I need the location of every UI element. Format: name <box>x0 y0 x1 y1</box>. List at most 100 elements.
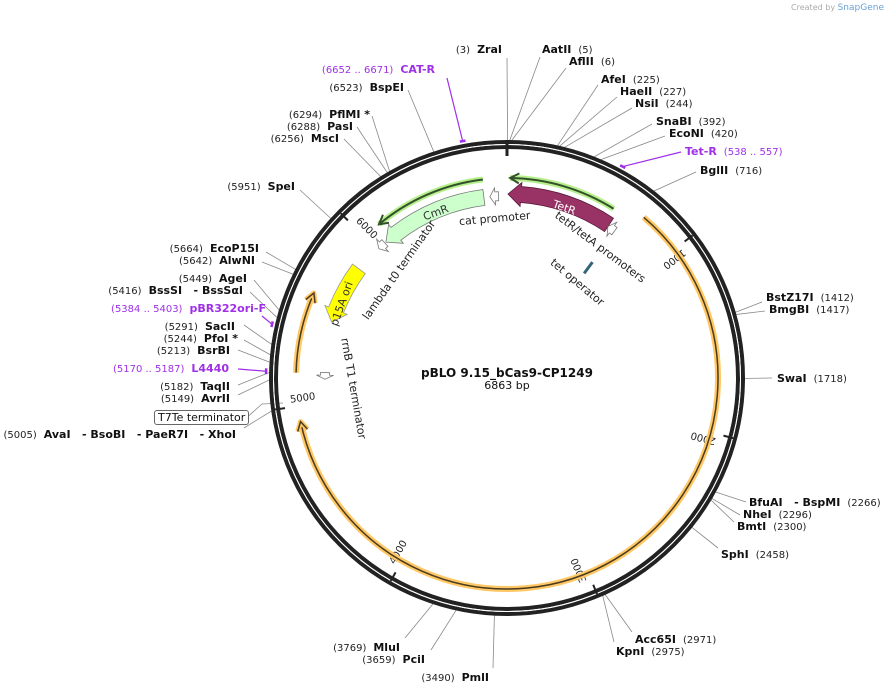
site-nhei[interactable]: NheI (2296) <box>743 509 812 522</box>
primer-pbr322ori-f-leader-line <box>261 315 273 325</box>
site-bfuai[interactable]: BfuAI - BspMI (2266) <box>749 497 881 510</box>
site-ecop15i[interactable]: (5664) EcoP15I <box>170 243 259 256</box>
site-spei-leader-line <box>299 189 335 222</box>
site-acc65i-name: Acc65I <box>635 633 676 646</box>
site-avai[interactable]: (5005) AvaI - BsoBI - PaeR7I - XhoI <box>3 429 236 442</box>
site-ecop15i-position: (5664) <box>169 244 203 255</box>
site-pflmi-name: PflMI * <box>329 108 370 121</box>
site-avrii[interactable]: (5149) AvrII <box>161 393 230 406</box>
site-bfuai-position: (2266) <box>847 498 881 509</box>
site-nsii[interactable]: NsiI (244) <box>635 98 693 111</box>
site-haeii-leader-line <box>554 96 618 151</box>
site-econi-name: EcoNI <box>669 127 704 140</box>
site-spei[interactable]: (5951) SpeI <box>227 181 295 194</box>
site-afei-position: (225) <box>632 75 660 86</box>
site-bspei[interactable]: (6523) BspEI <box>329 82 404 95</box>
site-msci-leader-line <box>343 138 385 181</box>
site-afei[interactable]: AfeI (225) <box>601 74 660 87</box>
site-pcii[interactable]: (3659) PciI <box>362 654 425 667</box>
site-ecop15i-leader-line <box>265 251 300 273</box>
site-mlui-leader-line <box>404 599 437 639</box>
site-kpni[interactable]: KpnI (2975) <box>616 646 685 659</box>
site-agei-leader-line <box>253 279 284 315</box>
site-sacii[interactable]: (5291) SacII <box>165 321 235 334</box>
site-aflii[interactable]: AflII (6) <box>569 56 615 69</box>
site-bmgbi-position: (1417) <box>816 305 850 316</box>
primer-l4440-name: L4440 <box>191 362 229 375</box>
site-bspei-position: (6523) <box>329 83 363 94</box>
site-acc65i[interactable]: Acc65I (2971) <box>635 634 716 647</box>
site-bsrbi[interactable]: (5213) BsrBI <box>157 345 230 358</box>
credit-prefix: Created by <box>791 3 836 12</box>
site-snabi-leader-line <box>588 123 653 161</box>
site-taqii[interactable]: (5182) TaqII <box>160 381 230 394</box>
site-sphi-leader-line <box>687 524 719 549</box>
primer-tet-r[interactable]: Tet-R (538 .. 557) <box>685 146 783 159</box>
site-msci[interactable]: (6256) MscI <box>271 133 339 146</box>
site-sphi[interactable]: SphI (2458) <box>721 549 789 562</box>
site-pasi[interactable]: (6288) PasI <box>287 121 353 134</box>
orange-arc <box>295 292 315 373</box>
site-bglii-leader-line <box>648 171 697 194</box>
site-bstz17i-leader-line <box>730 301 763 315</box>
site-zrai[interactable]: (3) ZraI <box>456 44 502 57</box>
green-arrowhead-icon <box>508 172 520 185</box>
t7te-terminator-label[interactable]: T7Te terminator <box>154 410 250 425</box>
site-bstz17i[interactable]: BstZ17I (1412) <box>766 292 854 305</box>
site-taqii-position: (5182) <box>160 382 194 393</box>
site-bfuai-leader-line <box>710 490 747 503</box>
tet-operator-mark <box>582 261 594 275</box>
site-sacii-leader-line <box>243 324 277 348</box>
orange-arrowhead-icon <box>305 291 316 304</box>
site-snabi-name: SnaBI <box>656 115 692 128</box>
site-bsssi[interactable]: (5416) BssSI - BssSαI <box>108 285 243 298</box>
primer-cat-r[interactable]: (6652 .. 6671) CAT-R <box>322 64 435 77</box>
site-econi-leader-line <box>594 135 666 163</box>
site-pflmi-leader-line <box>371 115 392 177</box>
feature-label-tet-operator[interactable]: tet operator <box>548 256 607 309</box>
site-pcii-position: (3659) <box>362 655 396 666</box>
site-pmli-name: PmlI <box>461 671 489 684</box>
site-avrii-name: AvrII <box>201 392 230 405</box>
feature-label-cat-promoter[interactable]: cat promoter <box>458 209 531 228</box>
leader-lines <box>237 56 773 669</box>
site-pmli[interactable]: (3490) PmlI <box>421 672 489 685</box>
primer-tet-r-name: Tet-R <box>685 145 717 158</box>
site-alwni[interactable]: (5642) AlwNI <box>179 255 255 268</box>
site-econi[interactable]: EcoNI (420) <box>669 128 738 141</box>
site-agei-position: (5449) <box>178 274 213 285</box>
site-bglii[interactable]: BglII (716) <box>700 165 762 178</box>
site-aatii[interactable]: AatII (5) <box>542 44 593 57</box>
site-bmti-leader-line <box>707 496 735 523</box>
site-bmti[interactable]: BmtI (2300) <box>737 521 806 534</box>
site-bglii-name: BglII <box>700 164 729 177</box>
orange-arrowhead-icon <box>297 420 308 432</box>
site-mlui[interactable]: (3769) MluI <box>333 642 400 655</box>
site-snabi[interactable]: SnaBI (392) <box>656 116 726 129</box>
site-alwni-leader-line <box>261 261 298 277</box>
site-alwni-name: AlwNI <box>219 254 255 267</box>
site-pasi-position: (6288) <box>286 122 321 133</box>
site-agei[interactable]: (5449) AgeI <box>179 273 247 286</box>
site-bstz17i-name: BstZ17I <box>766 291 814 304</box>
site-bsssi-leader-line <box>249 291 282 322</box>
site-pflmi-position: (6294) <box>288 110 323 121</box>
features <box>293 172 721 592</box>
primer-l4440[interactable]: (5170 .. 5187) L4440 <box>113 363 229 376</box>
site-sacii-name: SacII <box>204 320 235 333</box>
site-haeii[interactable]: HaeII (227) <box>620 86 686 99</box>
primer-tet-r-leader-line <box>622 151 682 168</box>
site-swai[interactable]: SwaI (1718) <box>777 373 847 386</box>
site-bstz17i-position: (1412) <box>820 293 854 304</box>
site-pcii-leader-line <box>430 605 460 651</box>
site-bmgbi[interactable]: BmgBI (1417) <box>769 304 849 317</box>
site-avrii-position: (5149) <box>160 394 195 405</box>
site-acc65i-position: (2971) <box>682 635 717 646</box>
primer-cat-r-position: (6652 .. 6671) <box>321 65 394 76</box>
primer-pbr322ori-f[interactable]: (5384 .. 5403) pBR322ori-F <box>111 303 266 316</box>
site-aflii-leader-line <box>507 67 567 146</box>
site-pflmi[interactable]: (6294) PflMI * <box>289 109 370 122</box>
site-pfoi-position: (5244) <box>163 334 197 345</box>
site-pfoi[interactable]: (5244) PfoI * <box>164 333 238 346</box>
site-spei-name: SpeI <box>267 180 295 193</box>
